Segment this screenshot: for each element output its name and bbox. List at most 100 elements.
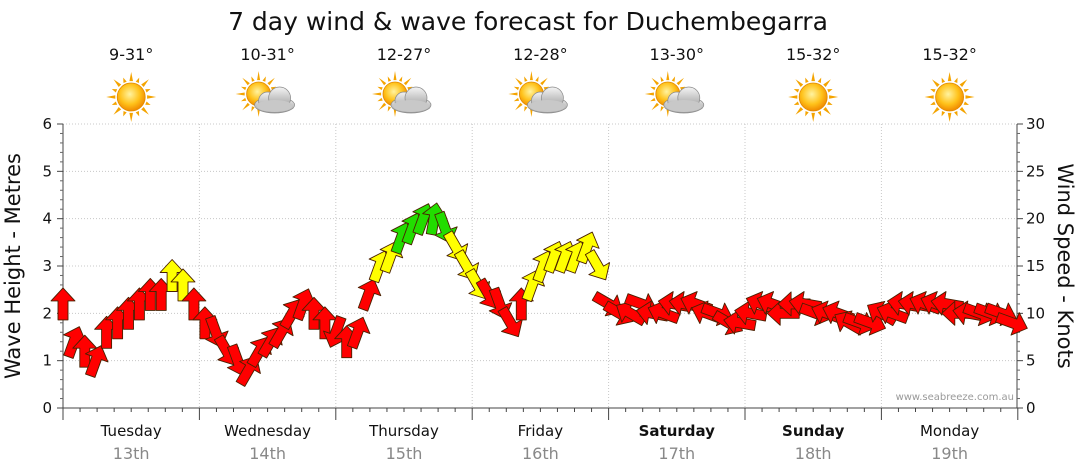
date-label: 17th [658,444,695,463]
sun-ray [795,107,804,115]
y-right-tick-label: 25 [1026,162,1045,180]
sun-ray [378,77,387,86]
sun-ray [123,77,127,83]
sun-ray [947,112,952,122]
sun-ray [827,89,833,93]
sun-ray [235,92,245,96]
sun-ray [817,77,822,83]
sun-ray [959,107,968,115]
sun-ray [805,77,809,83]
sun-ray [145,89,151,93]
date-label: 13th [113,444,150,463]
sun-ray [129,112,133,122]
sun-ray [393,71,397,81]
sun-icon [106,72,157,122]
temperature-label: 12-28° [513,45,568,64]
sun-disc [798,82,828,112]
day-labels: Tuesday 13th Wednesday 14th Thursday 15th Frid… [100,422,980,463]
sun-ray [111,89,118,93]
y-right-tick-label: 20 [1026,210,1045,228]
sun-ray [644,92,654,96]
sun-ray [242,102,250,111]
sun-ray [931,107,940,115]
day-label: Tuesday [100,422,162,440]
cloud-shape [527,86,568,114]
sun-ray [651,102,659,111]
wind-arrow [576,231,600,265]
sun-ray [515,77,523,86]
cloud-fill [665,100,702,112]
sun-ray [947,72,952,82]
sun-ray [793,101,800,105]
sun-ray [113,107,122,115]
wind-arrow [346,316,371,350]
date-label: 18th [795,444,832,463]
sun-ray [930,101,936,105]
y-right-tick-label: 10 [1026,304,1045,322]
temperatures: 9-31° 10-31° 12-27° 12-28° 13-30° 15-32° 15-32… [109,45,977,64]
temperature-label: 10-31° [240,45,295,64]
cloud-fill [256,100,293,112]
sun-ray [141,107,149,115]
wind-arrow [357,278,382,312]
sun-ray [242,77,250,86]
sun-ray [524,106,528,112]
sun-ray [954,77,958,83]
sun-ray [524,76,528,82]
sun-icon [788,72,839,122]
sun-ray [650,97,656,102]
sun-ray [963,101,969,105]
y-left-tick-label: 2 [42,304,52,322]
cloud-shape [663,86,705,114]
sun-ray [811,72,815,82]
sun-ray [515,102,523,111]
sun-ray [666,71,670,81]
sun-ray [823,79,831,87]
date-label: 19th [931,444,968,463]
partly-cloudy-icon [508,71,568,117]
weather-icons [106,71,975,122]
sun-ray [676,77,685,86]
y-left-tick-label: 1 [42,352,52,370]
credit-text: www.seabreeze.com.au [896,392,1014,403]
y-left-tick-label: 6 [42,115,52,133]
sun-ray [377,97,383,102]
sun-ray [147,95,157,99]
day-label: Thursday [368,422,439,440]
y-right-tick-label: 5 [1026,352,1036,370]
sun-ray [113,79,122,87]
sun-ray [788,95,798,99]
sun-ray [660,76,664,82]
sun-ray [823,107,831,115]
sun-ray [963,89,969,93]
day-label: Wednesday [224,422,311,440]
sun-ray [930,89,936,93]
sun-ray [372,92,382,96]
sun-disc [116,82,146,112]
sun-ray [377,86,383,91]
sun-icon [924,72,975,122]
temperature-label: 15-32° [922,45,977,64]
wind-arrows [50,202,1028,387]
axes: 0 1 2 3 4 5 6 0 5 10 15 20 25 30 [42,115,1045,420]
sun-ray [660,106,664,112]
sun-ray [795,79,804,87]
y-axis-left-label: Wave Height - Metres [1,153,25,379]
y-right-tick-label: 0 [1026,399,1036,417]
sun-ray [540,77,548,86]
sun-ray [513,86,520,91]
sun-ray [508,92,518,96]
sun-ray [829,95,839,99]
sun-ray [403,77,412,86]
sun-ray [387,76,392,82]
sun-ray [378,102,387,111]
y-left-tick-label: 3 [42,257,52,275]
sun-ray [793,89,800,93]
wind-arrow [84,345,109,378]
sun-ray [129,72,133,82]
cloud-shape [390,86,432,114]
sun-ray [811,112,815,122]
sun-ray [251,106,255,112]
sun-ray [111,101,118,105]
